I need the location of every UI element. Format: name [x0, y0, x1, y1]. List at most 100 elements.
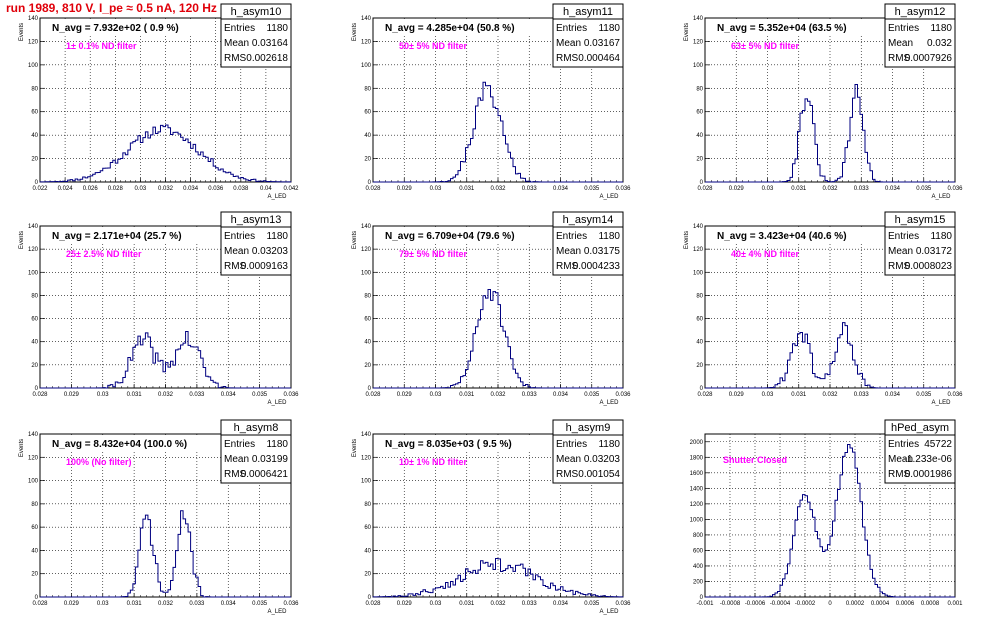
- filter-label: 79± 5% ND filter: [399, 249, 467, 259]
- stats-title: h_asym8: [234, 422, 279, 434]
- y-tick-label: 40: [364, 340, 371, 346]
- stats-entries-label: Entries: [224, 23, 255, 34]
- y-tick-label: 120: [693, 39, 704, 45]
- stats-mean-label: Mean: [556, 38, 581, 49]
- stats-box: [552, 211, 624, 276]
- stats-rms-value: 0.002618: [246, 53, 288, 64]
- y-tick-label: 200: [693, 579, 704, 585]
- stats-box: [884, 419, 956, 484]
- stats-rms-label: RMS: [888, 261, 911, 272]
- stats-rms-label: RMS: [224, 469, 247, 480]
- y-tick-label: 1400: [690, 486, 704, 492]
- stats-box: [220, 3, 292, 68]
- x-tick-label: 0.031: [459, 186, 475, 192]
- x-tick-label: 0.029: [397, 601, 413, 607]
- y-tick-label: 20: [696, 363, 703, 369]
- y-tick-label: 60: [696, 110, 703, 116]
- stats-mean-label: Mean: [888, 454, 913, 465]
- x-tick-label: 0.04: [260, 186, 272, 192]
- x-tick-label: 0.036: [615, 601, 631, 607]
- x-tick-label: 0.034: [553, 186, 569, 192]
- stats-mean-label: Mean: [224, 454, 249, 465]
- x-tick-label: 0.03: [430, 392, 442, 398]
- x-axis-title: A_LED: [931, 400, 951, 406]
- x-tick-label: 0.031: [127, 392, 143, 398]
- stats-title: h_asym12: [895, 6, 946, 18]
- y-axis-title: Events: [352, 439, 358, 457]
- y-axis-title: Events: [352, 231, 358, 249]
- y-tick-label: 120: [361, 455, 372, 461]
- y-axis-title: Events: [19, 231, 25, 249]
- stats-entries-label: Entries: [556, 23, 587, 34]
- annotation-bg: [715, 21, 867, 34]
- y-tick-label: 0: [35, 180, 39, 186]
- y-tick-label: 140: [361, 224, 372, 230]
- x-tick-label: 0.033: [854, 392, 870, 398]
- x-axis-title: A_LED: [267, 400, 287, 406]
- x-axis-title: A_LED: [267, 194, 287, 200]
- stats-box: [884, 211, 956, 276]
- x-tick-label: 0.032: [158, 186, 174, 192]
- x-tick-label: -0.0006: [745, 601, 766, 607]
- n-avg-label: N_avg = 2.171e+04 (25.7 %): [52, 231, 182, 242]
- x-tick-label: 0.0008: [921, 601, 940, 607]
- annotation-bg: [715, 229, 867, 242]
- y-tick-label: 40: [696, 133, 703, 139]
- stats-mean-value: 0.03175: [584, 246, 621, 257]
- y-tick-label: 800: [693, 533, 704, 539]
- x-tick-label: 0.029: [729, 392, 745, 398]
- y-tick-label: 60: [364, 525, 371, 531]
- stats-mean-value: -1.233e-06: [904, 454, 953, 465]
- stats-rms-label: RMS: [556, 261, 579, 272]
- x-tick-label: 0.035: [916, 392, 932, 398]
- filter-label: Shutter Closed: [723, 455, 787, 465]
- stats-mean-label: Mean: [888, 246, 913, 257]
- x-tick-label: 0.0006: [896, 601, 915, 607]
- panel-h_asym13: 0.028 0.029 0.03 0.031 0.032 0.033 0.034 0.035 0…: [19, 211, 299, 406]
- stats-rms-value: 0.0007926: [905, 53, 953, 64]
- x-tick-label: 0.036: [947, 392, 963, 398]
- stats-entries-label: Entries: [888, 231, 919, 242]
- stats-title: hPed_asym: [891, 422, 949, 434]
- x-tick-label: 0.035: [252, 392, 268, 398]
- x-tick-label: 0.035: [584, 392, 600, 398]
- histogram-line: [40, 510, 291, 598]
- x-tick-label: 0.029: [729, 186, 745, 192]
- annotation-bg: [50, 21, 202, 34]
- y-tick-label: 80: [696, 86, 703, 92]
- x-tick-label: 0.028: [365, 601, 381, 607]
- y-tick-label: 1200: [690, 502, 704, 508]
- stats-mean-value: 0.03203: [584, 454, 621, 465]
- x-tick-label: 0.036: [947, 186, 963, 192]
- y-tick-label: 0: [700, 386, 704, 392]
- x-tick-label: 0.033: [189, 392, 205, 398]
- stats-entries-value: 1180: [266, 439, 288, 450]
- x-tick-label: 0.029: [397, 186, 413, 192]
- x-tick-label: 0.029: [64, 601, 80, 607]
- y-tick-label: 40: [364, 133, 371, 139]
- stats-entries-label: Entries: [888, 23, 919, 34]
- x-tick-label: 0.035: [252, 601, 268, 607]
- stats-rms-value: 0.000464: [578, 53, 620, 64]
- x-tick-label: 0.035: [916, 186, 932, 192]
- y-tick-label: 100: [361, 63, 372, 69]
- y-tick-label: 80: [696, 293, 703, 299]
- x-tick-label: 0.03: [135, 186, 147, 192]
- histogram-line: [705, 322, 955, 389]
- x-axis-title: A_LED: [599, 194, 619, 200]
- filter-label: 100% (No filter): [66, 457, 132, 467]
- y-tick-label: 0: [700, 180, 704, 186]
- stats-title: h_asym13: [231, 214, 282, 226]
- stats-box: [884, 3, 956, 68]
- x-tick-label: 0.031: [791, 186, 807, 192]
- panel-h_asym8: 0.028 0.029 0.03 0.031 0.032 0.033 0.034 0.035 0…: [19, 419, 299, 615]
- histogram-line: [40, 331, 291, 389]
- stats-rms-value: 0.0001986: [905, 469, 953, 480]
- stats-entries-value: 1180: [266, 23, 288, 34]
- stats-entries-value: 1180: [930, 23, 952, 34]
- y-tick-label: 140: [361, 16, 372, 22]
- stats-title: h_asym14: [563, 214, 614, 226]
- x-tick-label: 0.032: [158, 601, 174, 607]
- stats-mean-value: 0.03172: [916, 246, 953, 257]
